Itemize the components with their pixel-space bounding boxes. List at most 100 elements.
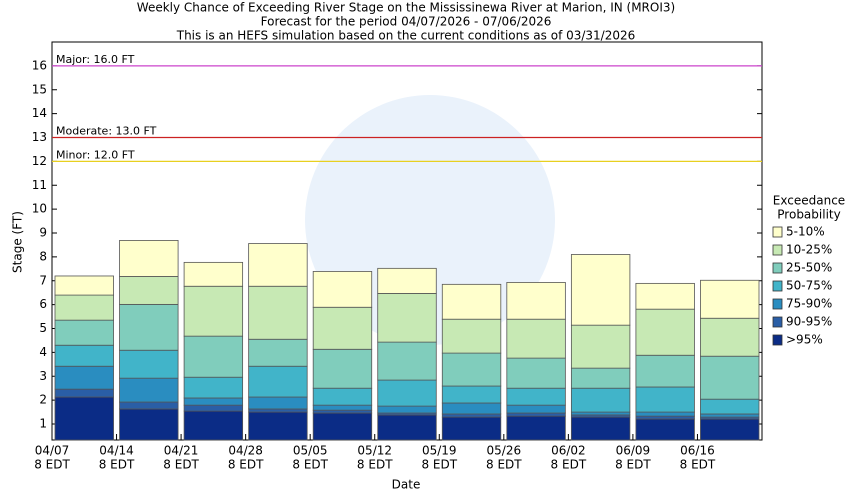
band-segment	[248, 285, 308, 340]
band-segment	[312, 387, 373, 406]
band-segment	[570, 324, 631, 369]
band-segment	[312, 409, 373, 414]
y-axis-label: Stage (FT)	[11, 211, 25, 273]
band-segment	[183, 397, 244, 406]
legend-swatch	[772, 244, 783, 256]
x-tick-sublabel: 8 EDT	[163, 458, 199, 472]
x-tick-label: 05/26	[487, 444, 522, 458]
band-segment	[377, 414, 437, 441]
legend-label: 50-75%	[786, 279, 832, 293]
band-segment	[635, 418, 695, 441]
x-tick-sublabel: 8 EDT	[99, 458, 135, 472]
legend-title: Probability	[777, 208, 840, 222]
band-segment	[54, 396, 114, 441]
x-tick-label: 04/07	[35, 444, 70, 458]
x-tick-sublabel: 8 EDT	[551, 458, 587, 472]
x-tick-sublabel: 8 EDT	[421, 458, 457, 472]
band-segment	[700, 317, 760, 357]
band-segment	[506, 412, 566, 417]
band-segment	[506, 387, 566, 406]
band-segment	[119, 303, 179, 351]
band-segment	[700, 355, 760, 400]
band-segment	[635, 386, 695, 413]
y-tick-label: 9	[39, 226, 47, 240]
y-tick-label: 16	[32, 58, 47, 72]
y-tick-label: 12	[32, 154, 47, 168]
band-segment	[248, 243, 308, 287]
threshold-label: Moderate: 13.0 FT	[56, 125, 157, 138]
chart-title: Weekly Chance of Exceeding River Stage o…	[137, 1, 675, 15]
band-segment	[119, 276, 179, 305]
chart-title: This is an HEFS simulation based on the …	[176, 29, 636, 43]
chart-title: Forecast for the period 04/07/2026 - 07/…	[261, 15, 552, 29]
band-segment	[119, 349, 179, 379]
legend-swatch	[772, 226, 783, 238]
x-tick-label: 06/02	[551, 444, 586, 458]
legend-swatch	[772, 316, 783, 328]
band-segment	[119, 401, 179, 410]
band-segment	[248, 338, 308, 367]
band-segment	[506, 404, 566, 414]
y-tick-label: 13	[32, 130, 47, 144]
threshold-label: Minor: 12.0 FT	[56, 148, 135, 161]
band-segment	[700, 398, 760, 415]
threshold-label: Major: 16.0 FT	[56, 53, 135, 66]
band-segment	[377, 341, 437, 381]
band-segment	[441, 352, 502, 387]
band-segment	[441, 402, 502, 415]
band-segment	[570, 387, 631, 413]
legend-swatch	[772, 334, 783, 346]
legend-label: 90-95%	[786, 315, 832, 329]
band-segment	[248, 396, 308, 410]
y-tick-label: 4	[39, 345, 47, 359]
band-segment	[635, 411, 695, 417]
band-segment	[441, 413, 502, 418]
x-tick-sublabel: 8 EDT	[486, 458, 522, 472]
band-segment	[635, 415, 695, 420]
x-tick-sublabel: 8 EDT	[228, 458, 264, 472]
band-segment	[506, 357, 566, 389]
band-segment	[570, 416, 631, 441]
x-tick-label: 04/21	[164, 444, 199, 458]
band-segment	[312, 412, 373, 441]
legend-label: 5-10%	[786, 225, 825, 239]
band-segment	[635, 354, 695, 388]
x-tick-sublabel: 8 EDT	[34, 458, 70, 472]
band-segment	[54, 344, 114, 367]
band-segment	[570, 411, 631, 416]
legend-label: 75-90%	[786, 297, 832, 311]
band-segment	[700, 418, 760, 441]
y-tick-label: 14	[32, 106, 47, 120]
band-segment	[248, 408, 308, 413]
band-segment	[54, 275, 114, 296]
band-segment	[54, 388, 114, 398]
band-segment	[441, 416, 502, 441]
x-tick-sublabel: 8 EDT	[615, 458, 651, 472]
band-segment	[119, 240, 179, 277]
band-segment	[312, 271, 373, 308]
band-segment	[441, 318, 502, 354]
band-segment	[119, 408, 179, 441]
x-tick-label: 06/16	[680, 444, 715, 458]
y-tick-label: 10	[32, 202, 47, 216]
y-tick-label: 3	[39, 369, 47, 383]
x-tick-label: 06/09	[616, 444, 651, 458]
band-segment	[54, 294, 114, 321]
band-segment	[441, 385, 502, 404]
band-segment	[506, 282, 566, 320]
band-segment	[570, 254, 631, 326]
y-tick-label: 2	[39, 393, 47, 407]
band-segment	[635, 308, 695, 356]
y-tick-label: 8	[39, 249, 47, 263]
band-segment	[183, 335, 244, 378]
y-tick-label: 5	[39, 321, 47, 335]
legend-swatch	[772, 298, 783, 310]
x-axis-label: Date	[392, 478, 421, 492]
band-segment	[183, 410, 244, 441]
x-tick-label: 04/14	[99, 444, 134, 458]
x-tick-label: 04/28	[228, 444, 263, 458]
x-tick-sublabel: 8 EDT	[680, 458, 716, 472]
band-segment	[377, 267, 437, 294]
